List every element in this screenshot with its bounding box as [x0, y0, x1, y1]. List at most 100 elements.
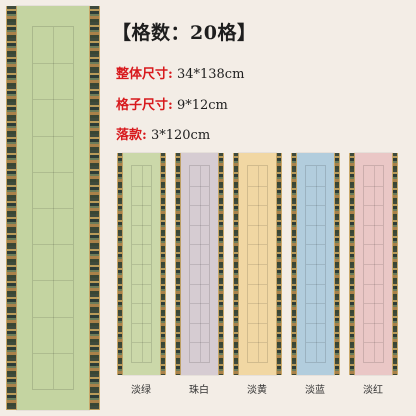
- grid-row-line: [33, 280, 73, 282]
- spec-grid-size: 格子尺寸: 9*12cm: [116, 94, 228, 113]
- grid-row-line: [190, 322, 209, 324]
- variant-scroll-light-yellow: [233, 153, 282, 375]
- grid-area: [189, 165, 210, 363]
- grid-row-line: [248, 224, 267, 226]
- variant-label: 淡红: [363, 385, 383, 396]
- grid-row-line: [132, 283, 151, 285]
- scroll-paper: [181, 153, 218, 375]
- spec-value: 9*12cm: [176, 98, 228, 113]
- grid-row-line: [190, 264, 209, 265]
- grid-row-line: [33, 208, 73, 209]
- brocade-border-right: [276, 153, 282, 375]
- grid-column-line: [141, 166, 143, 362]
- grid-row-line: [132, 244, 151, 246]
- grid-row-line: [132, 205, 151, 207]
- brocade-border-left: [117, 153, 123, 375]
- grid-row-line: [364, 322, 383, 324]
- grid-row-line: [33, 352, 73, 354]
- grid-row-line: [364, 342, 383, 344]
- grid-column-line: [53, 27, 54, 389]
- scroll-paper: [355, 153, 392, 375]
- grid-row-line: [306, 342, 325, 344]
- grid-row-line: [248, 205, 267, 207]
- spec-label: 格子尺寸:: [116, 98, 173, 113]
- grid-row-line: [364, 205, 383, 207]
- variant-scroll-light-red: [349, 153, 398, 375]
- grid-column-line: [257, 166, 259, 362]
- brocade-border-right: [89, 6, 100, 410]
- grid-row-line: [248, 264, 267, 265]
- grid-row-line: [132, 185, 151, 187]
- grid-row-line: [190, 244, 209, 246]
- variant-scroll-light-green: [117, 153, 166, 375]
- variant-scroll-light-blue: [291, 153, 340, 375]
- grid-row-line: [190, 224, 209, 226]
- grid-row-line: [364, 283, 383, 285]
- brocade-border-left: [233, 153, 239, 375]
- grid-area: [131, 165, 152, 363]
- variant-label: 淡黄: [247, 385, 267, 396]
- grid-row-line: [33, 244, 73, 246]
- spec-label: 整体尺寸:: [116, 67, 173, 82]
- variant-label: 淡绿: [131, 385, 151, 396]
- grid-row-line: [190, 205, 209, 207]
- grid-row-line: [33, 63, 73, 65]
- grid-row-line: [248, 244, 267, 246]
- scroll-paper: [239, 153, 276, 375]
- grid-row-line: [132, 303, 151, 305]
- scroll-paper: [17, 6, 89, 410]
- grid-area: [247, 165, 268, 363]
- grid-area: [305, 165, 326, 363]
- grid-row-line: [33, 171, 73, 173]
- variant-scroll-pearl-white: [175, 153, 224, 375]
- grid-row-line: [33, 316, 73, 318]
- brocade-border-right: [334, 153, 340, 375]
- spec-signature-size: 落款: 3*120cm: [116, 124, 210, 143]
- brocade-border-left: [6, 6, 17, 410]
- grid-row-line: [364, 244, 383, 246]
- spec-overall-size: 整体尺寸: 34*138cm: [116, 63, 244, 82]
- grid-row-line: [306, 283, 325, 285]
- brocade-border-right: [218, 153, 224, 375]
- grid-row-line: [248, 283, 267, 285]
- grid-column-line: [315, 166, 317, 362]
- grid-row-line: [190, 283, 209, 285]
- grid-row-line: [364, 185, 383, 187]
- grid-row-line: [248, 303, 267, 305]
- grid-row-line: [306, 185, 325, 187]
- scroll-paper: [123, 153, 160, 375]
- page-title: 【格数：20格】: [112, 22, 257, 44]
- grid-row-line: [306, 264, 325, 265]
- grid-row-line: [248, 322, 267, 324]
- grid-row-line: [306, 224, 325, 226]
- brocade-border-right: [392, 153, 398, 375]
- grid-row-line: [132, 224, 151, 226]
- grid-row-line: [306, 322, 325, 324]
- spec-label: 落款:: [116, 128, 147, 143]
- scroll-paper: [297, 153, 334, 375]
- grid-row-line: [33, 99, 73, 101]
- grid-row-line: [190, 303, 209, 305]
- grid-row-line: [306, 303, 325, 305]
- brocade-border-left: [175, 153, 181, 375]
- grid-row-line: [306, 205, 325, 207]
- brocade-border-right: [160, 153, 166, 375]
- brocade-border-left: [291, 153, 297, 375]
- brocade-border-left: [349, 153, 355, 375]
- grid-row-line: [364, 224, 383, 226]
- grid-row-line: [132, 264, 151, 265]
- variant-label: 珠白: [189, 385, 209, 396]
- grid-row-line: [132, 342, 151, 344]
- spec-value: 3*120cm: [150, 128, 211, 143]
- grid-row-line: [248, 185, 267, 187]
- grid-row-line: [190, 342, 209, 344]
- grid-row-line: [364, 303, 383, 305]
- grid-row-line: [33, 135, 73, 137]
- grid-column-line: [199, 166, 201, 362]
- grid-area: [363, 165, 384, 363]
- grid-row-line: [248, 342, 267, 344]
- grid-column-line: [373, 166, 375, 362]
- spec-value: 34*138cm: [176, 67, 245, 82]
- grid-row-line: [306, 244, 325, 246]
- variant-label: 淡蓝: [305, 385, 325, 396]
